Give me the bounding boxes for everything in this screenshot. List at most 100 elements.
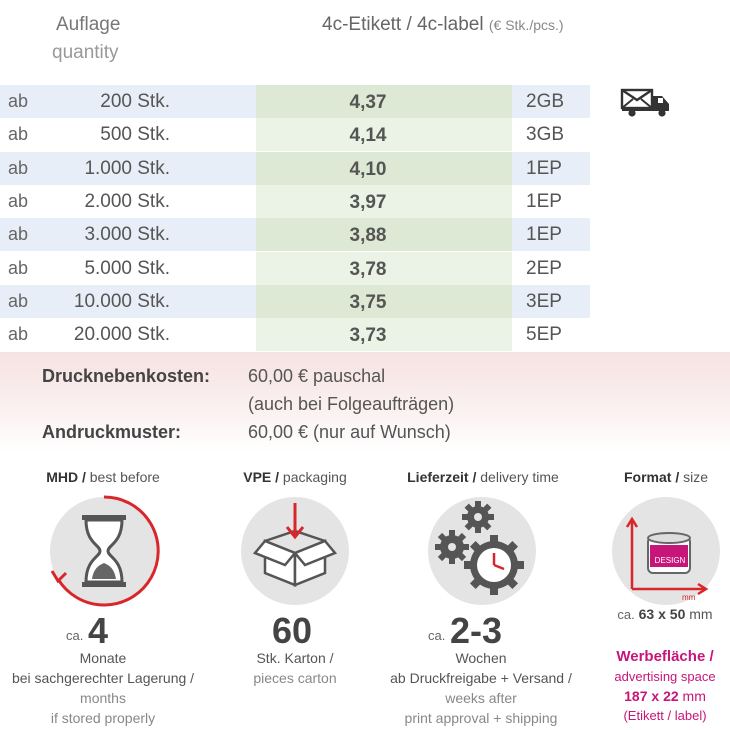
box-icon: [252, 503, 338, 587]
row-price: 3,73: [349, 325, 387, 347]
vpe-title-de: VPE /: [243, 469, 280, 485]
label-icon-text: DESIGN: [655, 556, 686, 565]
price-cell: [256, 318, 512, 352]
vpe-value: 60: [272, 610, 313, 651]
price-cell: [256, 85, 512, 118]
truck-mail-icon: [620, 88, 669, 117]
row-from: ab: [8, 290, 29, 311]
vpe-line2: pieces carton: [253, 670, 337, 686]
delivery-title: Lieferzeit / delivery time: [398, 469, 568, 485]
row-shipping: 1EP: [526, 157, 562, 179]
ad-note: (Etikett / label): [623, 708, 707, 723]
hourglass-icon: [50, 495, 160, 607]
vpe-title-en: packaging: [282, 469, 347, 485]
row-shipping: 1EP: [526, 190, 562, 212]
ad-size-value: 187 x 22: [624, 688, 679, 704]
print-costs-note: (auch bei Folgeaufträgen): [248, 394, 455, 414]
row-quantity: 200 Stk.: [100, 91, 170, 112]
table-row: ab 3.000 Stk. 3,88 1EP: [0, 218, 590, 252]
mhd-value: 4: [88, 610, 109, 651]
row-shipping: 5EP: [526, 324, 562, 346]
mhd-line1: Monate: [79, 650, 127, 666]
row-quantity: 10.000 Stk.: [73, 290, 170, 312]
vpe-line1: Stk. Karton /: [256, 650, 334, 666]
delivery-line1: Wochen: [455, 650, 507, 666]
row-quantity: 500 Stk.: [100, 124, 170, 146]
row-from: ab: [8, 157, 29, 178]
row-price: 3,75: [349, 291, 387, 313]
row-from: ab: [8, 91, 29, 111]
row-shipping: 2EP: [526, 257, 562, 279]
gears-clock-icon: [435, 501, 524, 595]
delivery-title-en: delivery time: [480, 469, 559, 485]
mhd-title-de: MHD /: [46, 469, 86, 485]
vpe-title: VPE / packaging: [230, 469, 360, 485]
format-title: Format / size: [602, 469, 730, 485]
price-cell: [256, 184, 512, 218]
proof-label: Andruckmuster:: [42, 422, 182, 442]
row-quantity: 3.000 Stk.: [84, 224, 170, 246]
format-title-en: size: [683, 469, 709, 485]
row-shipping: 1EP: [526, 224, 562, 246]
row-shipping: 3EP: [526, 290, 562, 312]
format-title-de: Format /: [623, 469, 680, 485]
row-from: ab: [8, 224, 29, 245]
header-quantity-de: Auflage: [56, 14, 121, 35]
table-row: ab 1.000 Stk. 4,10 1EP: [0, 151, 590, 185]
format-size-unit: mm: [689, 606, 713, 622]
ad-size-unit: mm: [682, 688, 706, 704]
table-row: ab 20.000 Stk. 3,73 5EP: [0, 318, 590, 352]
table-row: ab 10.000 Stk. 3,75 3EP: [0, 284, 590, 318]
price-cell: [256, 284, 512, 318]
row-price: 4,37: [349, 92, 387, 113]
header-quantity-en: quantity: [52, 42, 119, 63]
mhd-line2: bei sachgerechter Lagerung /: [11, 670, 195, 686]
delivery-value: 2-3: [450, 610, 503, 651]
price-cell: [256, 218, 512, 252]
header-product: 4c-Etikett / 4c-label (€ Stk./pcs.): [322, 14, 564, 36]
row-price: 4,14: [349, 125, 387, 147]
print-costs-value: 60,00 € pauschal: [248, 366, 386, 386]
header-product-main: 4c-Etikett / 4c-label: [322, 14, 484, 35]
format-size-value: 63 x 50: [638, 606, 686, 622]
ad-size: 187 x 22 mm: [600, 688, 730, 704]
row-price: 4,10: [349, 158, 387, 180]
table-row: ab 200 Stk. 4,37 2GB: [0, 85, 590, 118]
ad-sub: advertising space: [614, 669, 716, 684]
format-size-prefix: ca.: [617, 607, 635, 622]
row-tail: [512, 85, 590, 118]
proof-value: 60,00 € (nur auf Wunsch): [248, 422, 451, 442]
row-from: ab: [8, 324, 29, 345]
price-cell: [256, 118, 512, 152]
ad-title: Werbefläche /: [616, 648, 714, 665]
mhd-title: MHD / best before: [38, 469, 168, 485]
row-quantity: 20.000 Stk.: [73, 324, 170, 346]
format-size: ca. 63 x 50 mm: [600, 606, 730, 622]
label-icon-unit: mm: [682, 593, 696, 602]
header-product-unit: (€ Stk./pcs.): [488, 17, 564, 33]
delivery-title-de: Lieferzeit /: [407, 469, 477, 485]
table-row: ab 5.000 Stk. 3,78 2EP: [0, 251, 590, 285]
row-quantity: 5.000 Stk.: [84, 257, 170, 279]
table-row: ab 500 Stk. 4,14 3GB: [0, 118, 590, 152]
mhd-line3: months: [80, 690, 126, 706]
table-row: ab 2.000 Stk. 3,97 1EP: [0, 184, 590, 218]
row-tail: [512, 218, 590, 252]
label-size-icon: DESIGN mm: [625, 516, 709, 602]
row-from: ab: [8, 257, 29, 278]
row-tail: [512, 151, 590, 185]
row-price: 3,78: [349, 258, 387, 280]
price-cell: [256, 151, 512, 185]
delivery-prefix: ca.: [428, 628, 446, 643]
costs-section: [0, 352, 730, 452]
row-tail: [512, 284, 590, 318]
delivery-line2: ab Druckfreigabe + Versand /: [390, 670, 572, 686]
row-price: 3,97: [349, 191, 387, 213]
mhd-title-en: best before: [89, 469, 160, 485]
row-quantity: 2.000 Stk.: [84, 190, 170, 212]
row-from: ab: [8, 190, 29, 211]
delivery-line4: print approval + shipping: [404, 710, 558, 726]
row-shipping: 3GB: [526, 124, 565, 146]
price-cell: [256, 251, 512, 285]
print-costs-label: Drucknebenkosten:: [42, 366, 211, 386]
